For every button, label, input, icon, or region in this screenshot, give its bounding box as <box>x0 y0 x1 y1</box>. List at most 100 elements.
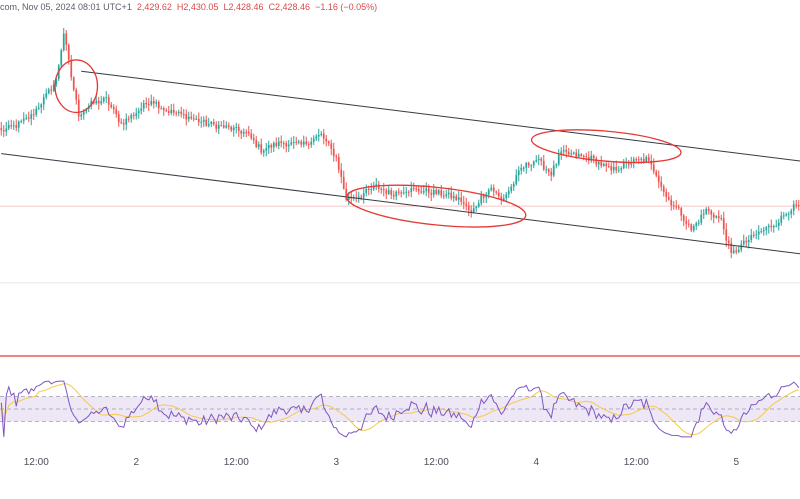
candle-body <box>25 117 28 119</box>
candle-body <box>185 114 188 120</box>
annotation-ellipse-1 <box>346 184 527 228</box>
candle-body <box>585 156 588 158</box>
candle-body <box>455 196 458 200</box>
candle-body <box>462 201 465 204</box>
candle-body <box>7 125 10 129</box>
candle-body <box>32 114 35 116</box>
candle-body <box>740 244 743 250</box>
candle-body <box>482 194 485 198</box>
candle-body <box>392 194 395 197</box>
candle-body <box>567 151 570 155</box>
candle-body <box>197 118 200 123</box>
candle-body <box>60 50 63 66</box>
candle-body <box>130 114 133 119</box>
candle-body <box>22 118 25 122</box>
candle-body <box>42 97 45 105</box>
candle-body <box>67 44 70 60</box>
candle-body <box>472 208 475 213</box>
candle-body <box>367 188 370 190</box>
candle-body <box>642 158 645 162</box>
candle-body <box>430 192 433 195</box>
candle-body <box>780 215 783 223</box>
candle-body <box>532 161 535 166</box>
candle-body <box>377 184 380 189</box>
candle-body <box>647 157 650 161</box>
candle-body <box>465 203 468 206</box>
candle-body <box>500 196 503 200</box>
candle-body <box>627 162 630 165</box>
candle-body <box>572 152 575 154</box>
candle-body <box>380 188 383 190</box>
candle-body <box>285 143 288 147</box>
candle-body <box>615 166 618 171</box>
candle-body <box>590 155 593 161</box>
candle-body <box>65 33 68 45</box>
candle-body <box>172 109 175 113</box>
candle-body <box>45 93 48 98</box>
candle-body <box>415 188 418 190</box>
candle-body <box>387 190 390 194</box>
candle-body <box>695 223 698 227</box>
candle-body <box>165 110 168 112</box>
candle-body <box>550 171 553 176</box>
candle-body <box>707 208 710 211</box>
candle-body <box>475 206 478 209</box>
candle-body <box>492 187 495 192</box>
candle-body <box>437 190 440 194</box>
candle-body <box>10 125 13 127</box>
candle-body <box>502 198 505 200</box>
candle-body <box>467 205 470 211</box>
candle-body <box>422 191 425 193</box>
candle-body <box>792 204 795 211</box>
candle-body <box>390 190 393 195</box>
candle-body <box>17 121 20 128</box>
candle-body <box>420 191 423 193</box>
candle-body <box>457 197 460 200</box>
candle-body <box>15 125 18 128</box>
channel-line-1 <box>1 153 800 255</box>
candle-body <box>385 190 388 194</box>
candle-body <box>790 210 793 214</box>
candle-body <box>680 208 683 216</box>
candle-body <box>417 188 420 192</box>
rsi-ma-line <box>0 383 799 436</box>
candle-body <box>315 136 318 139</box>
candle-body <box>710 210 713 215</box>
candle-body <box>725 229 728 241</box>
candle-body <box>157 101 160 109</box>
candle-body <box>340 169 343 177</box>
candle-body <box>655 171 658 176</box>
candle-body <box>292 142 295 144</box>
candle-body <box>177 111 180 114</box>
candle-body <box>150 100 153 105</box>
candle-body <box>195 118 198 120</box>
candle-body <box>622 162 625 169</box>
candle-body <box>745 240 748 243</box>
candle-body <box>735 250 738 252</box>
candle-body <box>280 141 283 143</box>
candle-body <box>90 100 93 107</box>
candle-body <box>510 186 513 192</box>
candle-body <box>127 118 130 120</box>
candle-body <box>515 175 518 184</box>
candle-body <box>650 160 653 165</box>
candle-body <box>192 118 195 120</box>
header-high: H2,430.05 <box>176 2 219 12</box>
candle-body <box>145 102 148 105</box>
candle-body <box>105 97 108 99</box>
candle-body <box>705 208 708 214</box>
candle-body <box>37 107 40 109</box>
candle-body <box>40 104 43 108</box>
candle-body <box>332 148 335 157</box>
candle-body <box>400 192 403 194</box>
candle-body <box>160 108 163 110</box>
candle-body <box>395 191 398 197</box>
candle-body <box>760 231 763 233</box>
candle-body <box>310 141 313 145</box>
candle-body <box>242 131 245 134</box>
candle-body <box>237 126 240 131</box>
candle-body <box>412 187 415 189</box>
candle-body <box>307 143 310 145</box>
candle-body <box>260 144 263 153</box>
